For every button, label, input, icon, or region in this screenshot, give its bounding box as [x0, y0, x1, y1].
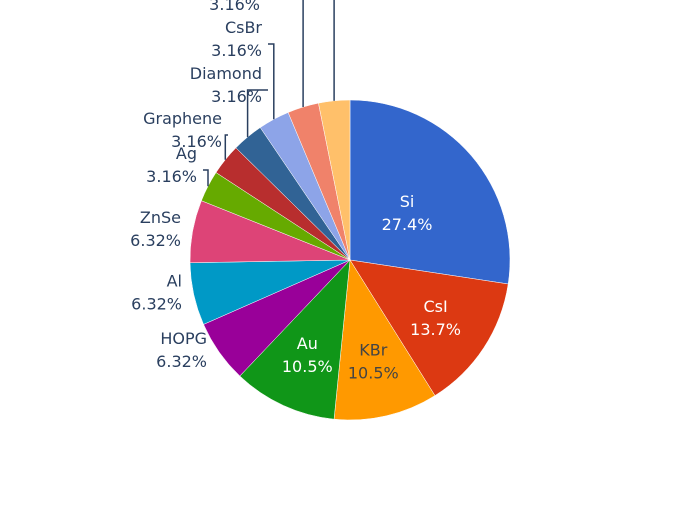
- leader-line-diamond: [246, 89, 268, 138]
- slice-percent-kbr: 10.5%: [348, 364, 399, 383]
- slice-label-csbr: CsBr: [225, 18, 262, 37]
- slice-label-graphene: Graphene: [143, 109, 222, 128]
- slice-percent-au: 10.5%: [282, 357, 333, 376]
- slice-percent-diamond: 3.16%: [211, 87, 262, 106]
- slice-label-znse: ZnSe: [140, 208, 181, 227]
- pie-slice-si[interactable]: [349, 99, 511, 285]
- leader-line-graphene: [224, 134, 228, 160]
- slice-percent-al: 6.32%: [131, 294, 182, 313]
- slice-percent-unlabeled-11: 3.16%: [209, 0, 260, 14]
- slice-label-ag: Ag: [176, 144, 197, 163]
- slice-percent-hopg: 6.32%: [156, 352, 207, 371]
- leader-line-csbr: [268, 43, 275, 120]
- slice-percent-csi: 13.7%: [410, 320, 461, 339]
- slice-percent-si: 27.4%: [382, 215, 433, 234]
- slice-label-al: Al: [167, 271, 182, 290]
- leader-line-ag: [203, 169, 209, 187]
- slice-label-au: Au: [297, 334, 318, 353]
- pie-slice-csi[interactable]: [349, 259, 509, 396]
- slice-percent-znse: 6.32%: [130, 231, 181, 250]
- slice-label-kbr: KBr: [359, 341, 387, 360]
- slice-percent-csbr: 3.16%: [211, 41, 262, 60]
- pie-slice-kbr[interactable]: [333, 259, 436, 421]
- slice-percent-graphene: 3.16%: [171, 132, 222, 151]
- slice-label-hopg: HOPG: [160, 329, 207, 348]
- pie-slice-au[interactable]: [239, 259, 351, 420]
- slice-label-si: Si: [400, 192, 415, 211]
- slice-percent-ag: 3.16%: [146, 167, 197, 186]
- slice-label-csi: CsI: [423, 297, 447, 316]
- slice-label-diamond: Diamond: [190, 64, 262, 83]
